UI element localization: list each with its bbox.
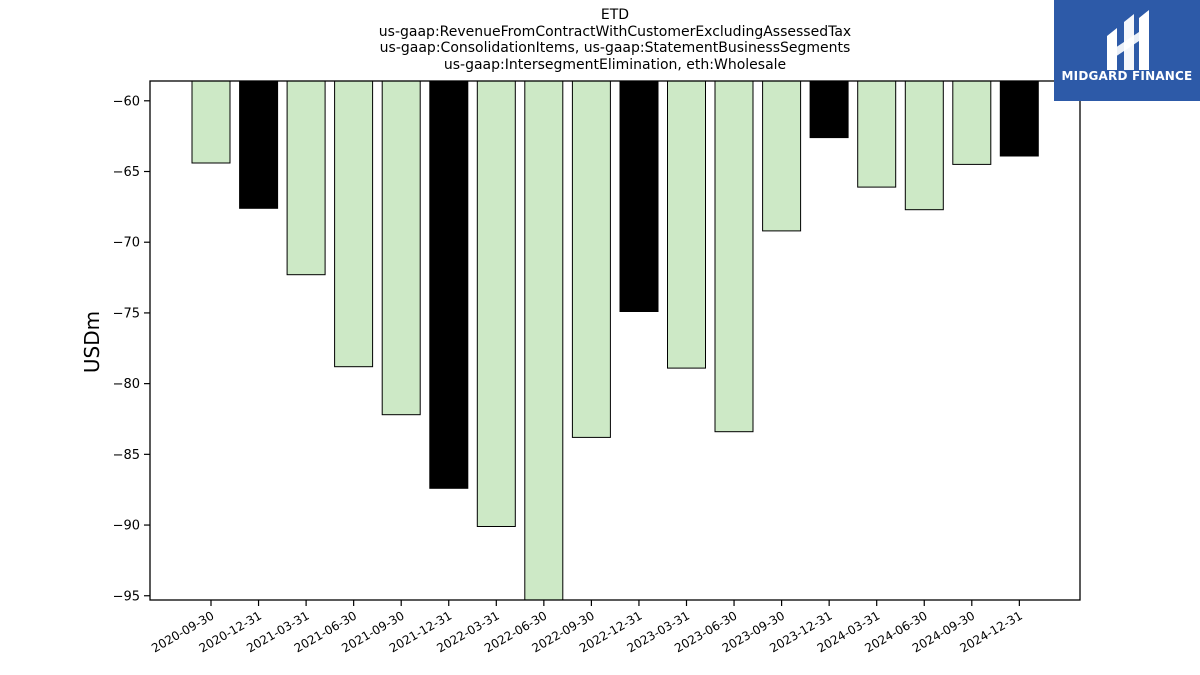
bar <box>762 80 802 232</box>
bar <box>239 80 279 209</box>
bar <box>619 80 659 312</box>
bar <box>667 80 706 369</box>
y-tick-label: −75 <box>113 306 140 321</box>
y-tick-label: −95 <box>113 589 140 604</box>
bars-group <box>191 80 1039 601</box>
chart-title-line: us-gaap:RevenueFromContractWithCustomerE… <box>378 23 852 40</box>
chart-title-line: us-gaap:IntersegmentElimination, eth:Who… <box>443 56 787 73</box>
bar <box>571 80 611 438</box>
chart-title-line: us-gaap:ConsolidationItems, us-gaap:Stat… <box>379 40 851 56</box>
plot-frame <box>149 80 1081 601</box>
bar <box>524 80 564 601</box>
brand-logo: MIDGARD FINANCE <box>1054 0 1200 101</box>
bar <box>952 80 992 165</box>
bar <box>714 80 754 433</box>
y-tick-label: −70 <box>113 236 140 251</box>
bar <box>191 80 231 164</box>
bar <box>999 80 1039 157</box>
y-axis-label: USDm <box>80 311 104 373</box>
chart-title-line: ETD <box>600 7 630 23</box>
bar <box>904 80 944 211</box>
bar <box>809 80 849 139</box>
bar <box>381 80 421 416</box>
logo-text: MIDGARD FINANCE <box>1061 69 1193 83</box>
y-tick-label: −80 <box>113 377 140 392</box>
y-tick-label: −85 <box>113 448 140 463</box>
y-tick-label: −90 <box>113 519 140 534</box>
bar <box>476 80 516 527</box>
bar <box>334 80 374 368</box>
bar <box>286 80 326 276</box>
y-tick-label: −60 <box>113 94 140 109</box>
chart-title: ETD us-gaap:RevenueFromContractWithCusto… <box>150 7 1080 73</box>
logo-mark-icon <box>1107 10 1149 70</box>
bar <box>857 80 897 188</box>
bar <box>429 80 469 489</box>
y-tick-label: −65 <box>113 165 140 180</box>
